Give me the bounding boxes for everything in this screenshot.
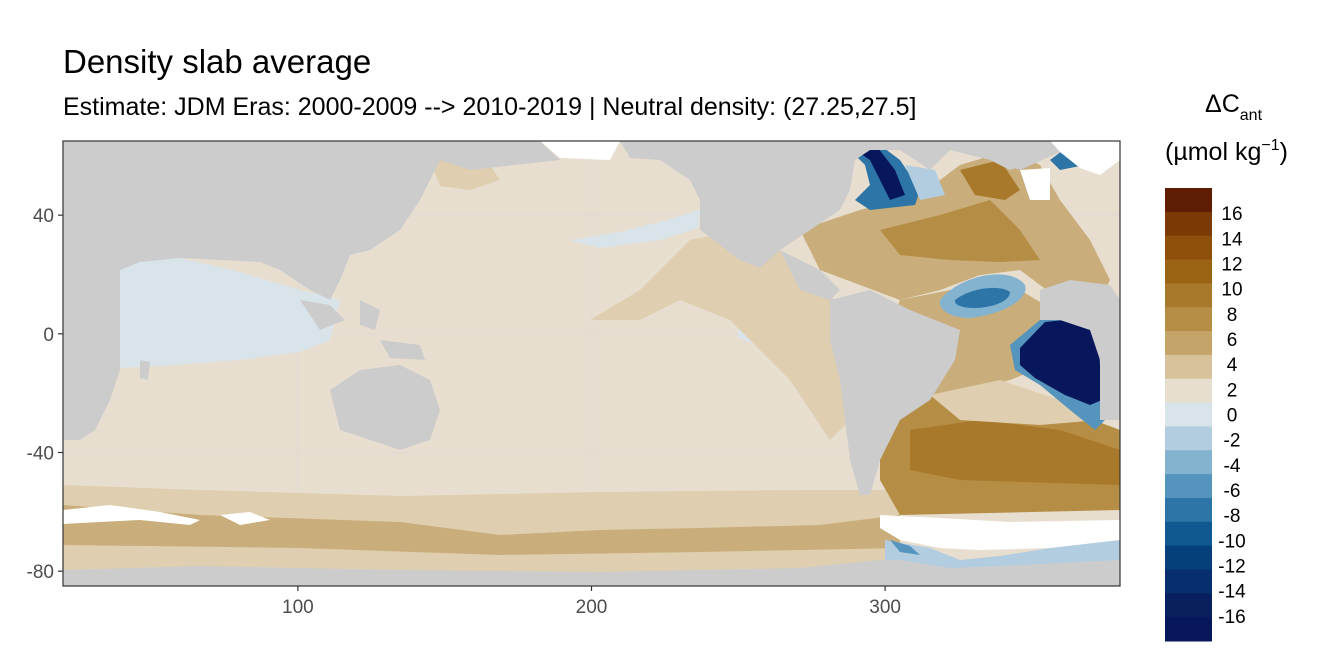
land bbox=[63, 141, 1120, 586]
indian-ocean-negative bbox=[120, 258, 340, 368]
legend-tick-label: -4 bbox=[1224, 456, 1241, 477]
east-pacific-positive bbox=[590, 232, 850, 440]
weddell-negative-strong bbox=[890, 540, 920, 555]
legend-tick-label: 0 bbox=[1227, 406, 1238, 427]
chart-subtitle: Estimate: JDM Eras: 2000-2009 --> 2010-2… bbox=[63, 93, 917, 121]
north-atlantic-negative-core bbox=[855, 148, 905, 200]
chart-title: Density slab average bbox=[63, 43, 372, 80]
north-atlantic-light-negative bbox=[905, 165, 945, 200]
legend: ΔCant (µmol kg−1) 16 14 12 10 8 6 4 2 0 -2 -4 -6 -8 -… bbox=[1165, 90, 1288, 642]
map-panel bbox=[63, 141, 1120, 586]
legend-swatch bbox=[1165, 450, 1212, 475]
legend-swatch bbox=[1165, 545, 1212, 570]
y-tick-label: 40 bbox=[33, 206, 54, 227]
legend-tick-label: -10 bbox=[1218, 531, 1245, 552]
legend-tick-label: -16 bbox=[1218, 607, 1245, 628]
legend-swatch bbox=[1165, 426, 1212, 451]
legend-swatch bbox=[1165, 307, 1212, 332]
legend-swatch bbox=[1165, 569, 1212, 594]
legend-swatch bbox=[1165, 593, 1212, 618]
legend-swatch bbox=[1165, 474, 1212, 499]
x-tick-label: 200 bbox=[576, 597, 608, 618]
y-tick-label: -80 bbox=[27, 562, 54, 583]
x-axis: 100 200 300 bbox=[282, 586, 901, 618]
legend-tick-label: 2 bbox=[1227, 380, 1238, 401]
legend-title: ΔCant bbox=[1205, 90, 1263, 124]
atlantic-negative-ring-inner bbox=[954, 287, 1010, 308]
legend-swatch bbox=[1165, 283, 1212, 308]
legend-tick-label: 16 bbox=[1221, 204, 1242, 225]
pacific-negative-patch bbox=[570, 210, 700, 248]
legend-tick-label: 4 bbox=[1227, 355, 1238, 376]
legend-unit: (µmol kg−1) bbox=[1165, 137, 1288, 166]
legend-tick-label: 6 bbox=[1227, 330, 1238, 351]
legend-tick-label: 12 bbox=[1221, 255, 1242, 276]
legend-swatch bbox=[1165, 235, 1212, 261]
north-atlantic-strong bbox=[880, 200, 1040, 262]
legend-labels: 16 14 12 10 8 6 4 2 0 -2 -4 -6 -8 -10 -12 -14 -16 bbox=[1218, 204, 1246, 628]
legend-tick-label: 14 bbox=[1221, 229, 1243, 250]
legend-swatch bbox=[1165, 211, 1212, 237]
missing-data bbox=[63, 141, 1120, 550]
legend-swatch bbox=[1165, 521, 1212, 547]
legend-swatch bbox=[1165, 259, 1212, 284]
legend-tick-label: -8 bbox=[1224, 506, 1241, 527]
legend-swatch bbox=[1165, 188, 1212, 213]
x-tick-label: 300 bbox=[869, 597, 901, 618]
legend-swatch bbox=[1165, 617, 1212, 642]
legend-tick-label: -2 bbox=[1224, 431, 1241, 452]
legend-swatch bbox=[1165, 354, 1212, 380]
south-atlantic-light bbox=[930, 380, 1100, 425]
legend-tick-label: 8 bbox=[1227, 305, 1238, 326]
legend-tick-label: 10 bbox=[1221, 280, 1242, 301]
legend-tick-label: -12 bbox=[1218, 557, 1245, 578]
east-atlantic-core bbox=[1020, 318, 1102, 405]
legend-swatch bbox=[1165, 497, 1212, 523]
legend-swatch bbox=[1165, 331, 1212, 356]
legend-tick-label: -14 bbox=[1218, 582, 1246, 603]
legend-swatch bbox=[1165, 402, 1212, 427]
y-tick-label: 0 bbox=[43, 325, 54, 346]
legend-tick-label: -6 bbox=[1224, 481, 1241, 502]
y-axis: 40 0 -40 -80 bbox=[27, 206, 63, 583]
legend-colorbar bbox=[1165, 188, 1212, 642]
x-tick-label: 100 bbox=[282, 597, 314, 618]
north-atlantic-peak bbox=[960, 160, 1020, 200]
south-atlantic-peak bbox=[910, 420, 1120, 485]
legend-swatch bbox=[1165, 378, 1212, 404]
y-tick-label: -40 bbox=[27, 444, 54, 465]
